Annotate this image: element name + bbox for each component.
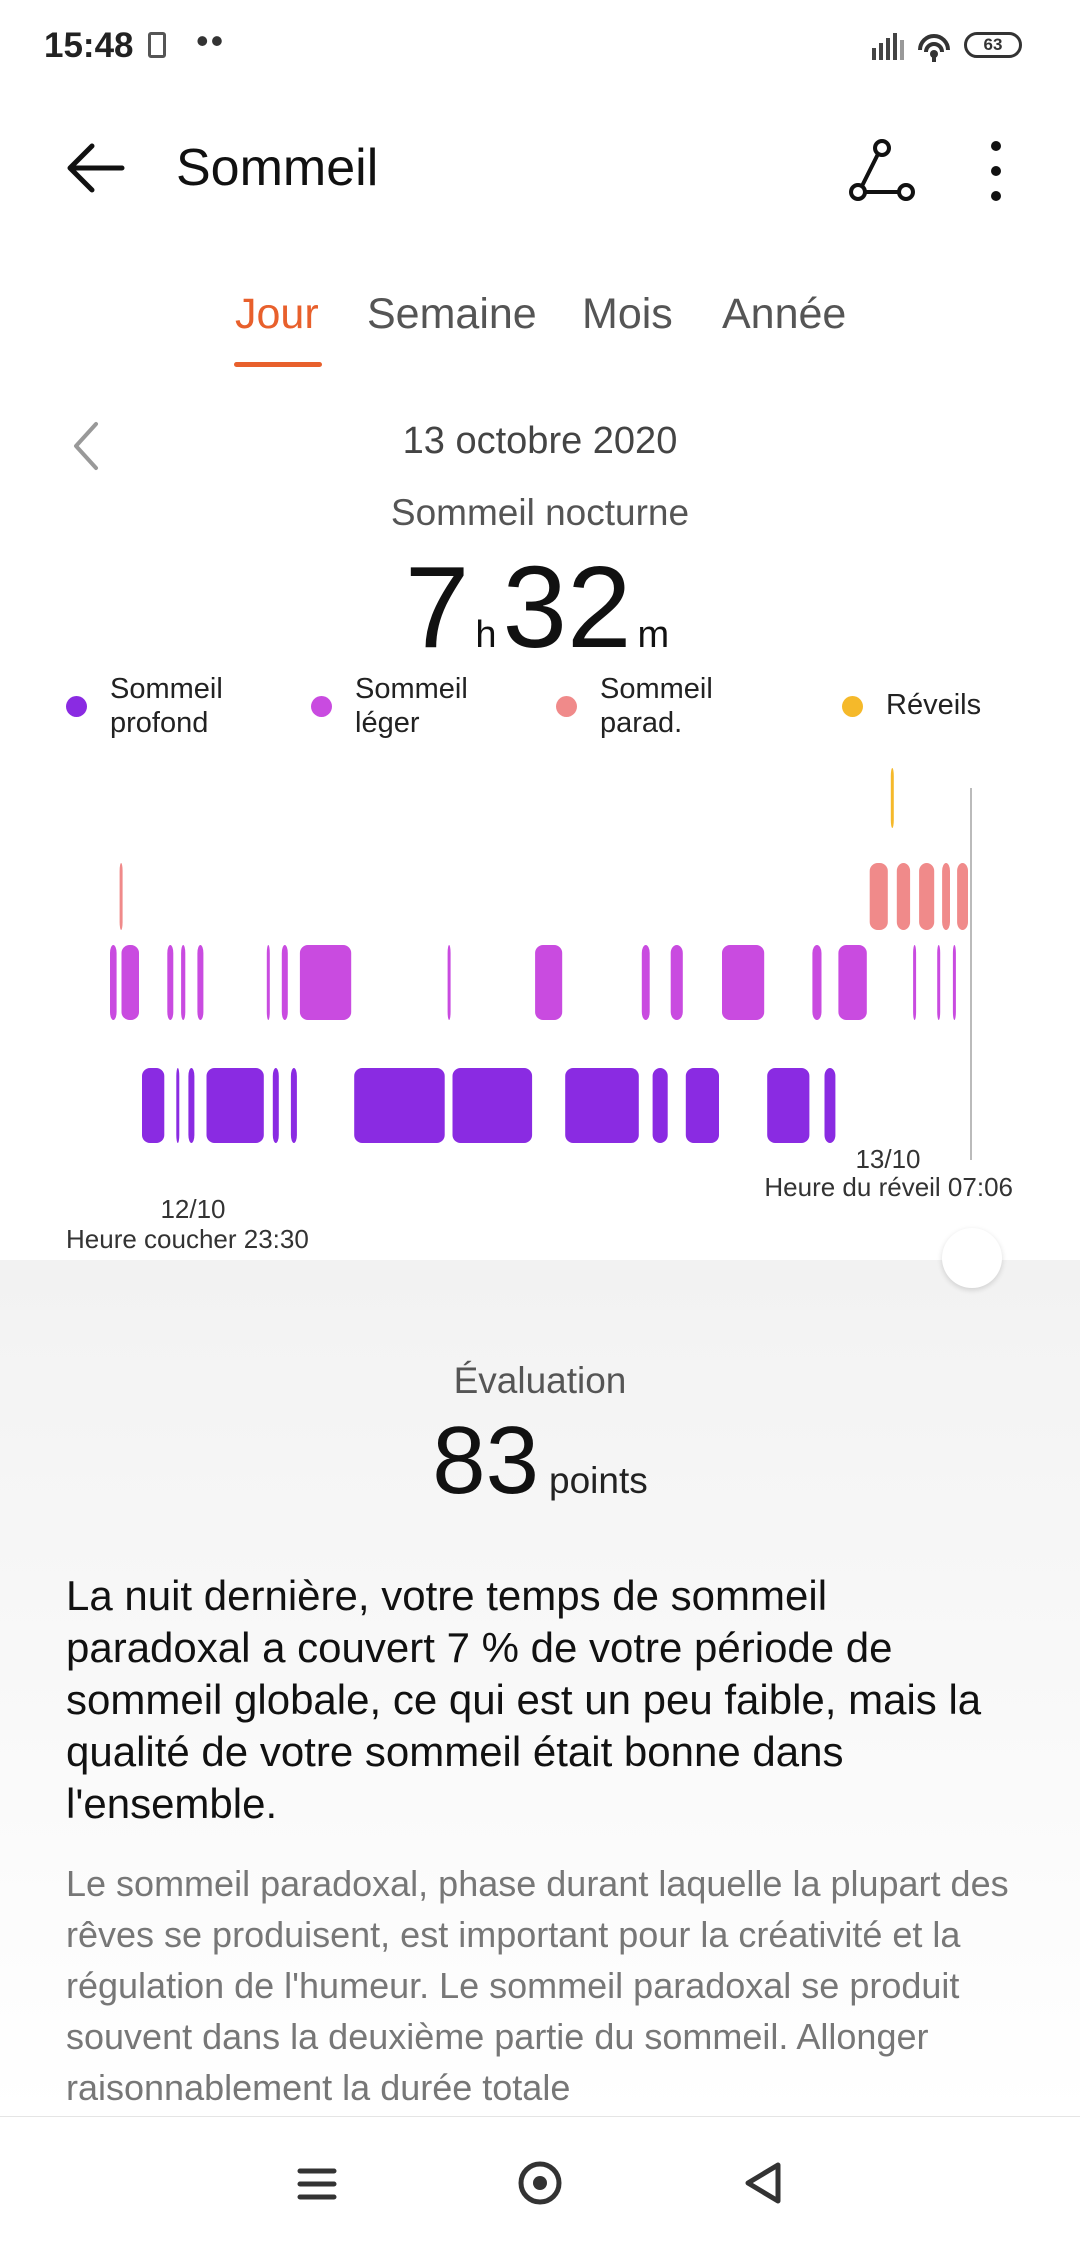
sleep-duration: 7 h32 m — [0, 540, 1080, 674]
segment-deep — [652, 1068, 668, 1143]
segment-deep — [272, 1068, 279, 1143]
segment-light — [447, 945, 451, 1020]
segment-deep — [824, 1068, 836, 1143]
segment-deep — [452, 1068, 533, 1143]
segment-light — [722, 945, 765, 1020]
wake-time-label: Heure du réveil 07:06 — [764, 1172, 1013, 1202]
system-back-icon[interactable] — [742, 2159, 784, 2207]
segment-deep — [354, 1068, 445, 1143]
legend-label: parad. — [600, 707, 683, 739]
legend-awake: Réveils — [842, 688, 982, 722]
segment-light — [266, 945, 270, 1020]
more-options-icon[interactable] — [970, 136, 1022, 206]
legend-dot — [66, 696, 87, 717]
legend-label: profond — [110, 707, 209, 739]
segment-rem — [869, 863, 888, 930]
page-title: Sommeil — [176, 139, 379, 197]
date-navigator: 13 octobre 2020 — [0, 410, 1080, 480]
legend-deep-sleep: Sommeil profond — [66, 672, 223, 740]
segment-deep — [142, 1068, 165, 1143]
segment-light — [535, 945, 563, 1020]
segment-deep — [176, 1068, 180, 1143]
status-time: 15:48 — [44, 26, 134, 65]
evaluation-label: Évaluation — [453, 1360, 627, 1401]
hotspot-icon — [918, 34, 950, 62]
legend-light-sleep: Sommeil léger — [311, 672, 468, 740]
segment-rem — [957, 863, 968, 930]
start-date-label: 12/10 — [160, 1194, 225, 1224]
segment-light — [181, 945, 186, 1020]
legend-dot — [311, 696, 332, 717]
segment-light — [937, 945, 941, 1020]
legend-label: léger — [355, 707, 420, 739]
legend-dot — [842, 696, 863, 717]
score-value: 83 — [432, 1407, 540, 1514]
signal-icon — [872, 33, 904, 60]
segment-light — [812, 945, 822, 1020]
segment-deep — [685, 1068, 719, 1143]
legend-rem-sleep: Sommeil parad. — [556, 672, 713, 740]
legend-label: Sommeil — [600, 673, 713, 705]
legend-label: Sommeil — [355, 673, 468, 705]
home-icon[interactable] — [516, 2159, 564, 2207]
segment-light — [670, 945, 683, 1020]
segment-awake — [890, 768, 894, 828]
selected-date: 13 octobre 2020 — [402, 420, 678, 462]
status-bar: 15:48 •• 63 — [0, 0, 1080, 95]
tab-semaine[interactable]: Semaine — [367, 290, 537, 338]
segment-deep — [188, 1068, 195, 1143]
sim-card-icon — [148, 32, 166, 58]
segment-light — [197, 945, 204, 1020]
segment-light — [913, 945, 917, 1020]
score-unit: points — [549, 1460, 648, 1501]
end-date-label: 13/10 — [855, 1144, 920, 1174]
segment-deep — [206, 1068, 264, 1143]
bedtime-label: Heure coucher 23:30 — [66, 1224, 309, 1254]
segment-rem — [896, 863, 911, 930]
battery-icon: 63 — [964, 32, 1022, 58]
chart-legend: Sommeil profond Sommeil léger Sommeil pa… — [0, 672, 1080, 752]
segment-light — [110, 945, 117, 1020]
tab-jour[interactable]: Jour — [235, 290, 319, 338]
segment-deep — [767, 1068, 810, 1143]
system-navigation-bar — [0, 2116, 1080, 2247]
sleep-stage-chart[interactable]: 12/10 Heure coucher 23:30 13/10 Heure du… — [0, 758, 1080, 1258]
segment-light — [167, 945, 174, 1020]
legend-label: Sommeil — [110, 673, 223, 705]
segment-light — [952, 945, 956, 1020]
segment-light — [641, 945, 650, 1020]
chart-scrubber-handle[interactable] — [942, 1228, 1002, 1288]
duration-hours: 7 — [404, 542, 470, 672]
duration-hours-unit: h — [475, 614, 497, 656]
segment-light — [838, 945, 867, 1020]
segment-rem — [919, 863, 935, 930]
back-arrow-icon[interactable] — [62, 138, 132, 198]
segment-light — [281, 945, 288, 1020]
segment-deep — [565, 1068, 639, 1143]
active-tab-indicator — [234, 362, 322, 367]
segment-light — [299, 945, 352, 1020]
app-bar: Sommeil — [0, 110, 1080, 230]
sleep-summary-text: La nuit dernière, votre temps de sommeil… — [66, 1572, 982, 1827]
evaluation-panel — [0, 1260, 1080, 2116]
segment-light — [121, 945, 139, 1020]
night-sleep-label: Sommeil nocturne — [390, 492, 690, 533]
legend-dot — [556, 696, 577, 717]
tab-mois[interactable]: Mois — [582, 290, 673, 338]
duration-minutes-unit: m — [637, 614, 670, 656]
previous-day-icon[interactable] — [62, 418, 112, 474]
segment-rem — [119, 863, 123, 930]
sleep-score: 83 points — [0, 1406, 1080, 1516]
tab-annee[interactable]: Année — [722, 290, 847, 338]
notification-dots-icon: •• — [196, 20, 226, 61]
period-tabs: Jour Semaine Mois Année — [0, 290, 1080, 370]
segment-rem — [942, 863, 950, 930]
recent-apps-icon[interactable] — [296, 2165, 338, 2203]
share-graph-icon[interactable] — [846, 136, 916, 206]
legend-label: Réveils — [886, 689, 982, 721]
segment-deep — [290, 1068, 297, 1143]
sleep-advice-text: Le sommeil paradoxal, phase durant laque… — [66, 1863, 1009, 2108]
duration-minutes: 32 — [502, 542, 632, 672]
